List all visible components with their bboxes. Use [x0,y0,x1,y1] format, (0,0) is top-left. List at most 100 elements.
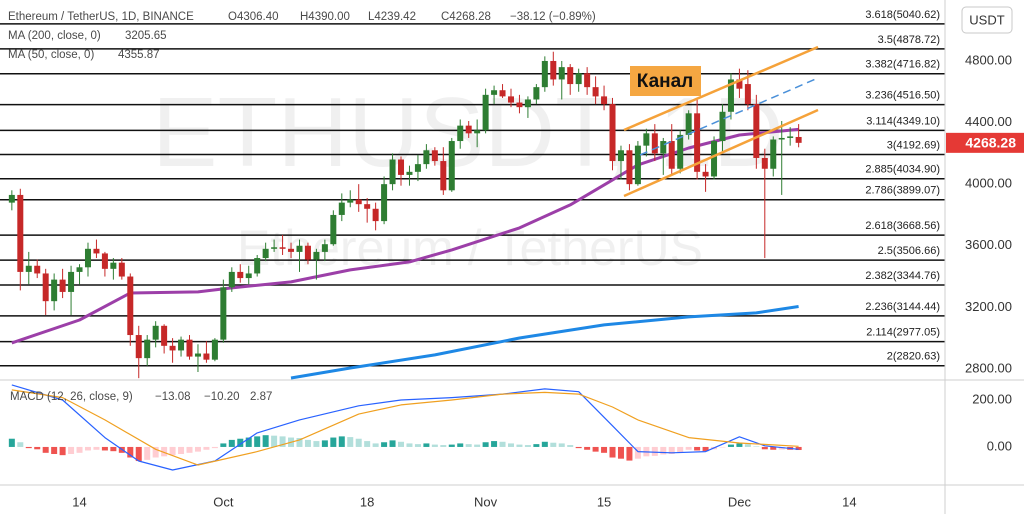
macd-histogram-bar [389,440,396,447]
macd-histogram-bar [761,446,768,450]
ohlc-low: L4239.42 [368,11,416,23]
macd-histogram-bar [355,438,362,447]
macd-histogram-bar [694,446,701,451]
candle-body [321,244,328,252]
y-tick-label: 4800.00 [965,52,1012,67]
macd-histogram-bar [338,436,345,447]
macd-histogram-bar [592,446,599,452]
candle-body [761,157,768,169]
macd-histogram-bar [25,446,32,449]
macd-histogram-bar [651,446,658,456]
candle-body [770,139,777,169]
candle-body [237,271,244,279]
x-tick-label: 14 [842,494,856,509]
candle-body [507,96,514,103]
fib-label: 3.382(4716.82) [865,59,940,71]
macd-histogram-bar [262,435,269,447]
macd-histogram-bar [778,446,785,450]
macd-histogram-bar [203,446,210,450]
candle-body [643,133,650,146]
candle-body [431,150,438,162]
macd-histogram-bar [524,445,531,447]
macd-histogram-bar [398,441,405,447]
channel-upper [623,45,819,132]
macd-legend-value: 2.87 [250,391,272,403]
macd-histogram-bar [736,443,743,447]
candle-body [296,245,303,252]
macd-histogram-bar [279,436,286,447]
macd-histogram-bar [271,435,278,447]
candle-body [178,339,185,351]
macd-histogram-bar [584,446,591,450]
candle-body [110,262,117,269]
macd-histogram-bar [110,446,117,452]
candle-body [245,273,252,279]
macd-histogram-bar [127,446,134,458]
candle-body [228,271,235,288]
candle-body [203,353,210,360]
macd-histogram-bar [448,444,455,447]
candle-body [694,113,701,172]
macd-histogram-bar [381,442,388,447]
candle-body [491,90,498,95]
candle-body [778,137,785,140]
candle-body [533,87,540,100]
watermark-name: Ethereum / TetherUS [237,220,703,276]
candle-body [567,67,574,85]
candle-body [220,287,227,340]
macd-histogram-bar [152,446,159,458]
candle-body [499,90,506,97]
candle-body [668,141,675,169]
fib-label: 2.885(4034.90) [865,164,940,176]
candle-body [702,171,709,177]
candle-body [144,339,151,359]
macd-histogram-bar [364,441,371,447]
x-tick-label: Oct [213,494,234,509]
macd-histogram-bar [321,440,328,447]
candle-body [211,339,218,360]
currency-button[interactable] [961,6,1013,34]
currency[interactable]: USDT [969,12,1004,27]
macd-histogram-bar [304,439,311,447]
candle-body [626,150,633,185]
macd-histogram-bar [237,438,244,447]
candle-body [685,113,692,135]
candle-body [288,248,295,252]
macd-histogram-bar [254,436,261,447]
candle-body [516,102,523,108]
macd-histogram-bar [567,445,574,447]
candle-body [414,164,421,172]
candle-body [84,248,91,268]
macd-histogram-bar [178,446,185,454]
candle-body [194,353,201,357]
macd-histogram-bar [795,446,802,451]
macd-histogram-bar [541,441,548,447]
macd-histogram-bar [465,444,472,447]
candle-body [575,73,582,85]
candle-body [34,265,41,274]
macd-histogram-bar [702,446,709,452]
candle-body [440,161,447,191]
macd-histogram-bar [660,446,667,455]
macd-histogram-bar [668,446,675,454]
ohlc-open: O4306.40 [228,11,279,23]
macd-histogram-bar [59,446,66,456]
candle-body [592,87,599,97]
macd-histogram-bar [440,445,447,447]
macd-histogram-bar [313,441,320,447]
macd-histogram-bar [245,437,252,447]
candle-body [118,262,125,277]
macd-histogram-bar [457,443,464,447]
line [290,305,799,380]
channel-middle [639,77,819,156]
fib-label: 2.5(3506.66) [878,245,940,257]
candle-body [601,96,608,105]
macd-histogram-bar [68,446,75,454]
fib-label: 3(4192.69) [887,139,940,151]
fib-label: 3.114(4349.10) [866,115,940,127]
candle-body [753,104,760,158]
ma-name: MA (50, close, 0) [8,49,94,61]
macd-histogram-bar [685,446,692,450]
candle-body [524,99,531,108]
